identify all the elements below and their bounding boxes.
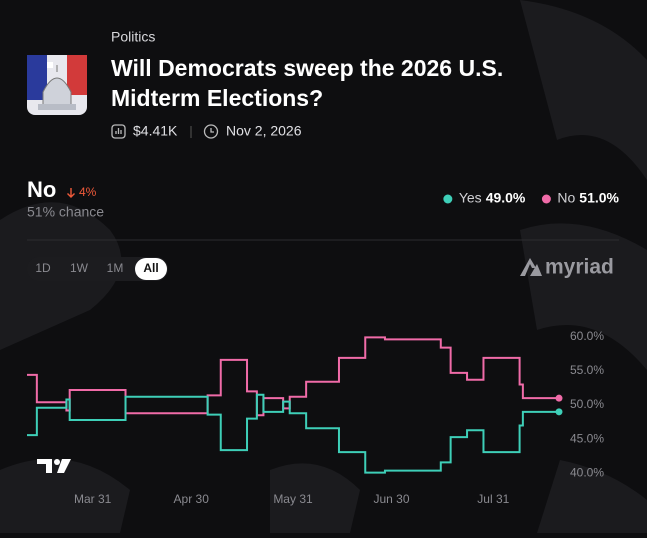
end-date: Nov 2, 2026	[226, 123, 302, 139]
range-button[interactable]: 1W	[70, 261, 89, 275]
range-button[interactable]: 1M	[107, 261, 124, 275]
x-tick-label: Jun 30	[374, 492, 410, 506]
volume: $4.41K	[133, 123, 178, 139]
market-thumbnail	[27, 55, 87, 115]
y-tick-label: 60.0%	[570, 329, 604, 343]
market-title: Will Democrats sweep the 2026 U.S.	[111, 55, 503, 81]
x-tick-label: May 31	[273, 492, 313, 506]
legend: 51.0%No 49.0%Yes	[443, 190, 620, 206]
y-tick-label: 45.0%	[570, 431, 604, 445]
market-title: Midterm Elections?	[111, 85, 323, 111]
range-selected-bg	[135, 258, 167, 280]
end-marker	[555, 394, 563, 402]
brand-name: myriad	[545, 256, 614, 279]
brand-logo	[520, 258, 542, 276]
outcome-change: 4%	[79, 185, 97, 199]
x-tick-label: Apr 30	[174, 492, 210, 506]
legend-swatch	[541, 194, 551, 204]
legend-value: 51.0%	[579, 190, 619, 206]
range-button[interactable]: All	[143, 261, 158, 275]
y-tick-label: 40.0%	[570, 466, 604, 480]
series-line	[27, 336, 559, 417]
legend-swatch	[443, 194, 453, 204]
clock-icon	[203, 124, 219, 139]
volume-icon	[111, 124, 126, 139]
legend-label: No	[557, 190, 575, 206]
series-line	[27, 393, 559, 474]
end-marker	[555, 408, 563, 416]
range-button[interactable]: 1D	[35, 261, 51, 275]
range-selector	[27, 257, 168, 281]
x-tick-label: Mar 31	[74, 492, 112, 506]
y-tick-label: 55.0%	[570, 363, 604, 377]
plot: 40.0% 45.0% 50.0% 55.0% 60.0% Mar 31 Apr 30 May…	[27, 329, 604, 506]
legend-label: Yes	[459, 190, 482, 206]
outcome-chance: 51% chance	[27, 204, 104, 220]
y-tick-label: 50.0%	[570, 397, 604, 411]
x-tick-label: Jul 31	[477, 492, 509, 506]
legend-value: 49.0%	[486, 190, 526, 206]
tv-logo	[37, 459, 71, 473]
category: Politics	[111, 29, 155, 45]
down-arrow-icon	[67, 188, 75, 198]
outcome-name: No	[27, 177, 56, 202]
